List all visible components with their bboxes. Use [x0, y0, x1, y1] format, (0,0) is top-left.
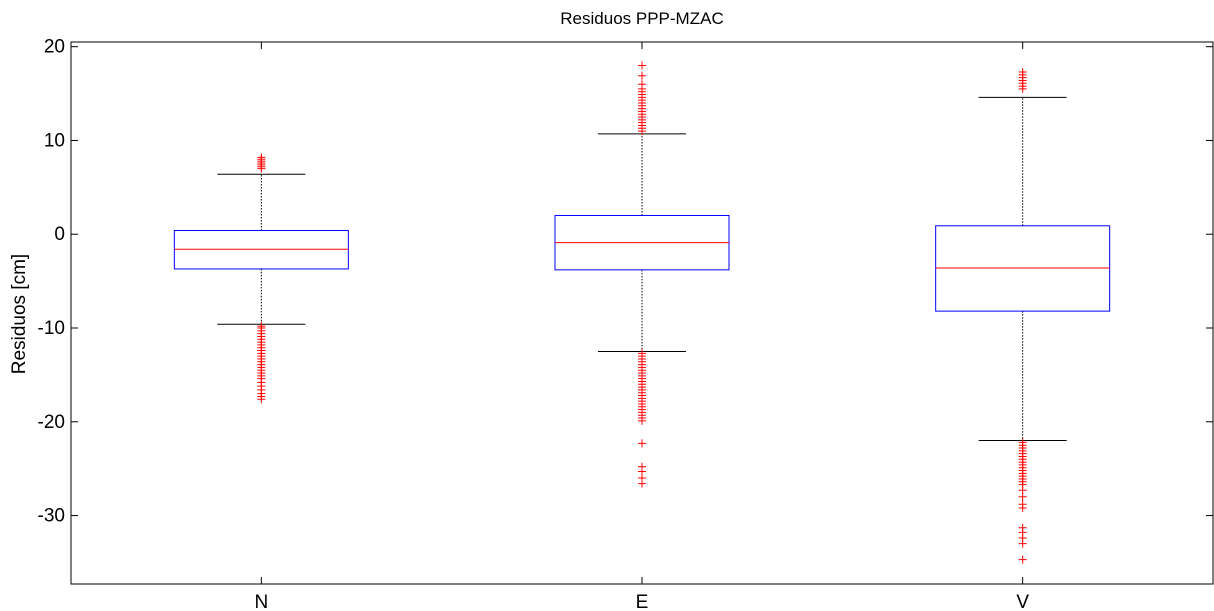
- outlier-point: [638, 61, 646, 70]
- y-tick-label: 20: [44, 37, 65, 58]
- y-tick-label: 10: [44, 130, 65, 151]
- box-e: [554, 61, 730, 488]
- y-axis-ticks: 20 10 0 -10 -20 -30: [38, 37, 1213, 527]
- outlier-point: [257, 395, 266, 404]
- y-tick-label: -10: [38, 318, 65, 339]
- outlier-point: [1018, 68, 1027, 77]
- box-n: [173, 153, 349, 404]
- outlier-point: [1018, 504, 1027, 513]
- outlier-point: [638, 71, 646, 80]
- x-category-label: E: [636, 592, 649, 611]
- box-groups: [173, 61, 1111, 564]
- box-v: [935, 68, 1111, 564]
- outlier-point: [638, 479, 646, 488]
- x-category-label: N: [254, 592, 268, 611]
- outlier-point: [1018, 555, 1027, 564]
- outlier-point: [1018, 539, 1027, 548]
- outlier-point: [638, 416, 646, 425]
- outlier-point: [1018, 492, 1027, 501]
- x-category-label: V: [1016, 592, 1029, 611]
- y-tick-label: -30: [38, 506, 65, 527]
- outlier-point: [638, 439, 646, 448]
- chart-title: Residuos PPP-MZAC: [560, 9, 723, 28]
- y-tick-label: 0: [54, 224, 65, 245]
- outlier-point: [638, 80, 646, 89]
- y-axis-label: Residuos [cm]: [9, 254, 30, 374]
- y-tick-label: -20: [38, 412, 65, 433]
- outlier-point: [257, 153, 266, 162]
